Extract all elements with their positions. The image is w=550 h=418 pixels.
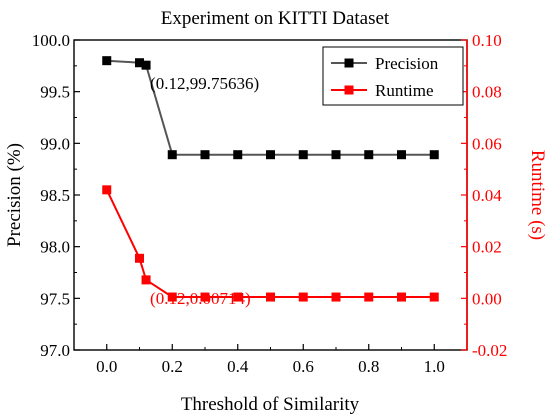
legend-label-runtime: Runtime (375, 81, 434, 100)
data-point-precision (233, 150, 243, 160)
y2-tick-label: 0.04 (472, 186, 502, 205)
y-tick-label: 97.5 (40, 289, 70, 308)
legend-marker-precision (344, 58, 354, 68)
legend-box (322, 46, 464, 106)
data-point-precision (135, 58, 144, 68)
data-point-runtime (135, 253, 144, 263)
x-axis-label: Threshold of Similarity (181, 394, 360, 415)
y2-tick-label: 0.08 (472, 83, 502, 102)
y-tick-label: 98.0 (40, 238, 70, 257)
y2-axis-label: Runtime (s) (527, 150, 548, 240)
y2-tick-label: 0.02 (472, 238, 502, 257)
x-axis: 0.0 0.2 0.4 0.6 0.8 1.0 (73, 344, 468, 376)
data-point-runtime (141, 275, 151, 285)
x-tick-label: 0.0 (96, 357, 117, 376)
chart-title: Experiment on KITTI Dataset (161, 8, 390, 29)
y-axis-left: 97.0 97.5 98.0 98.5 99.0 99.5 100.0 (32, 31, 80, 360)
y-axis-label: Precision (%) (4, 143, 25, 247)
x-tick-label: 0.8 (358, 357, 379, 376)
y2-tick-label: 0.10 (472, 31, 502, 50)
y2-tick-label: -0.02 (472, 341, 507, 360)
y2-tick-label: 0.00 (472, 289, 502, 308)
data-point-precision (102, 56, 112, 66)
data-point-precision (266, 150, 275, 160)
legend-label-precision: Precision (375, 54, 439, 73)
y-tick-label: 99.0 (40, 134, 70, 153)
x-tick-label: 0.6 (293, 357, 314, 376)
x-tick-label: 0.2 (162, 357, 183, 376)
data-point-runtime (167, 292, 177, 302)
data-point-runtime (397, 292, 406, 302)
annotation-label: (0.12,99.75636) (150, 74, 259, 93)
y2-tick-label: 0.06 (472, 134, 502, 153)
x-tick-label: 0.4 (227, 357, 249, 376)
data-point-precision (167, 150, 177, 160)
data-point-precision (364, 150, 374, 160)
data-point-runtime (233, 292, 243, 302)
data-point-precision (429, 150, 439, 160)
data-point-runtime (102, 185, 112, 195)
y-tick-label: 100.0 (32, 31, 70, 50)
y-axis-right: -0.02 0.00 0.02 0.04 0.06 0.08 0.10 (461, 31, 507, 360)
series-layer (102, 56, 439, 302)
data-point-precision (397, 150, 406, 160)
data-point-runtime (364, 292, 374, 302)
data-point-precision (298, 150, 308, 160)
data-point-runtime (429, 292, 439, 302)
y-tick-label: 97.0 (40, 341, 70, 360)
data-point-runtime (331, 292, 341, 302)
annotation-layer: (0.12,99.75636) (0.12,0.00714) (150, 74, 259, 308)
data-point-precision (141, 60, 151, 70)
legend: Precision Runtime (322, 46, 464, 106)
y-tick-label: 98.5 (40, 186, 70, 205)
data-point-precision (200, 150, 210, 160)
legend-marker-runtime (344, 85, 354, 95)
data-point-runtime (298, 292, 308, 302)
y-tick-label: 99.5 (40, 83, 70, 102)
series-line-runtime (105, 189, 435, 298)
x-tick-label: 1.0 (424, 357, 445, 376)
data-point-runtime (266, 292, 275, 302)
data-point-runtime (200, 292, 210, 302)
data-point-precision (331, 150, 341, 160)
annotation-label: (0.12,0.00714) (150, 289, 251, 308)
